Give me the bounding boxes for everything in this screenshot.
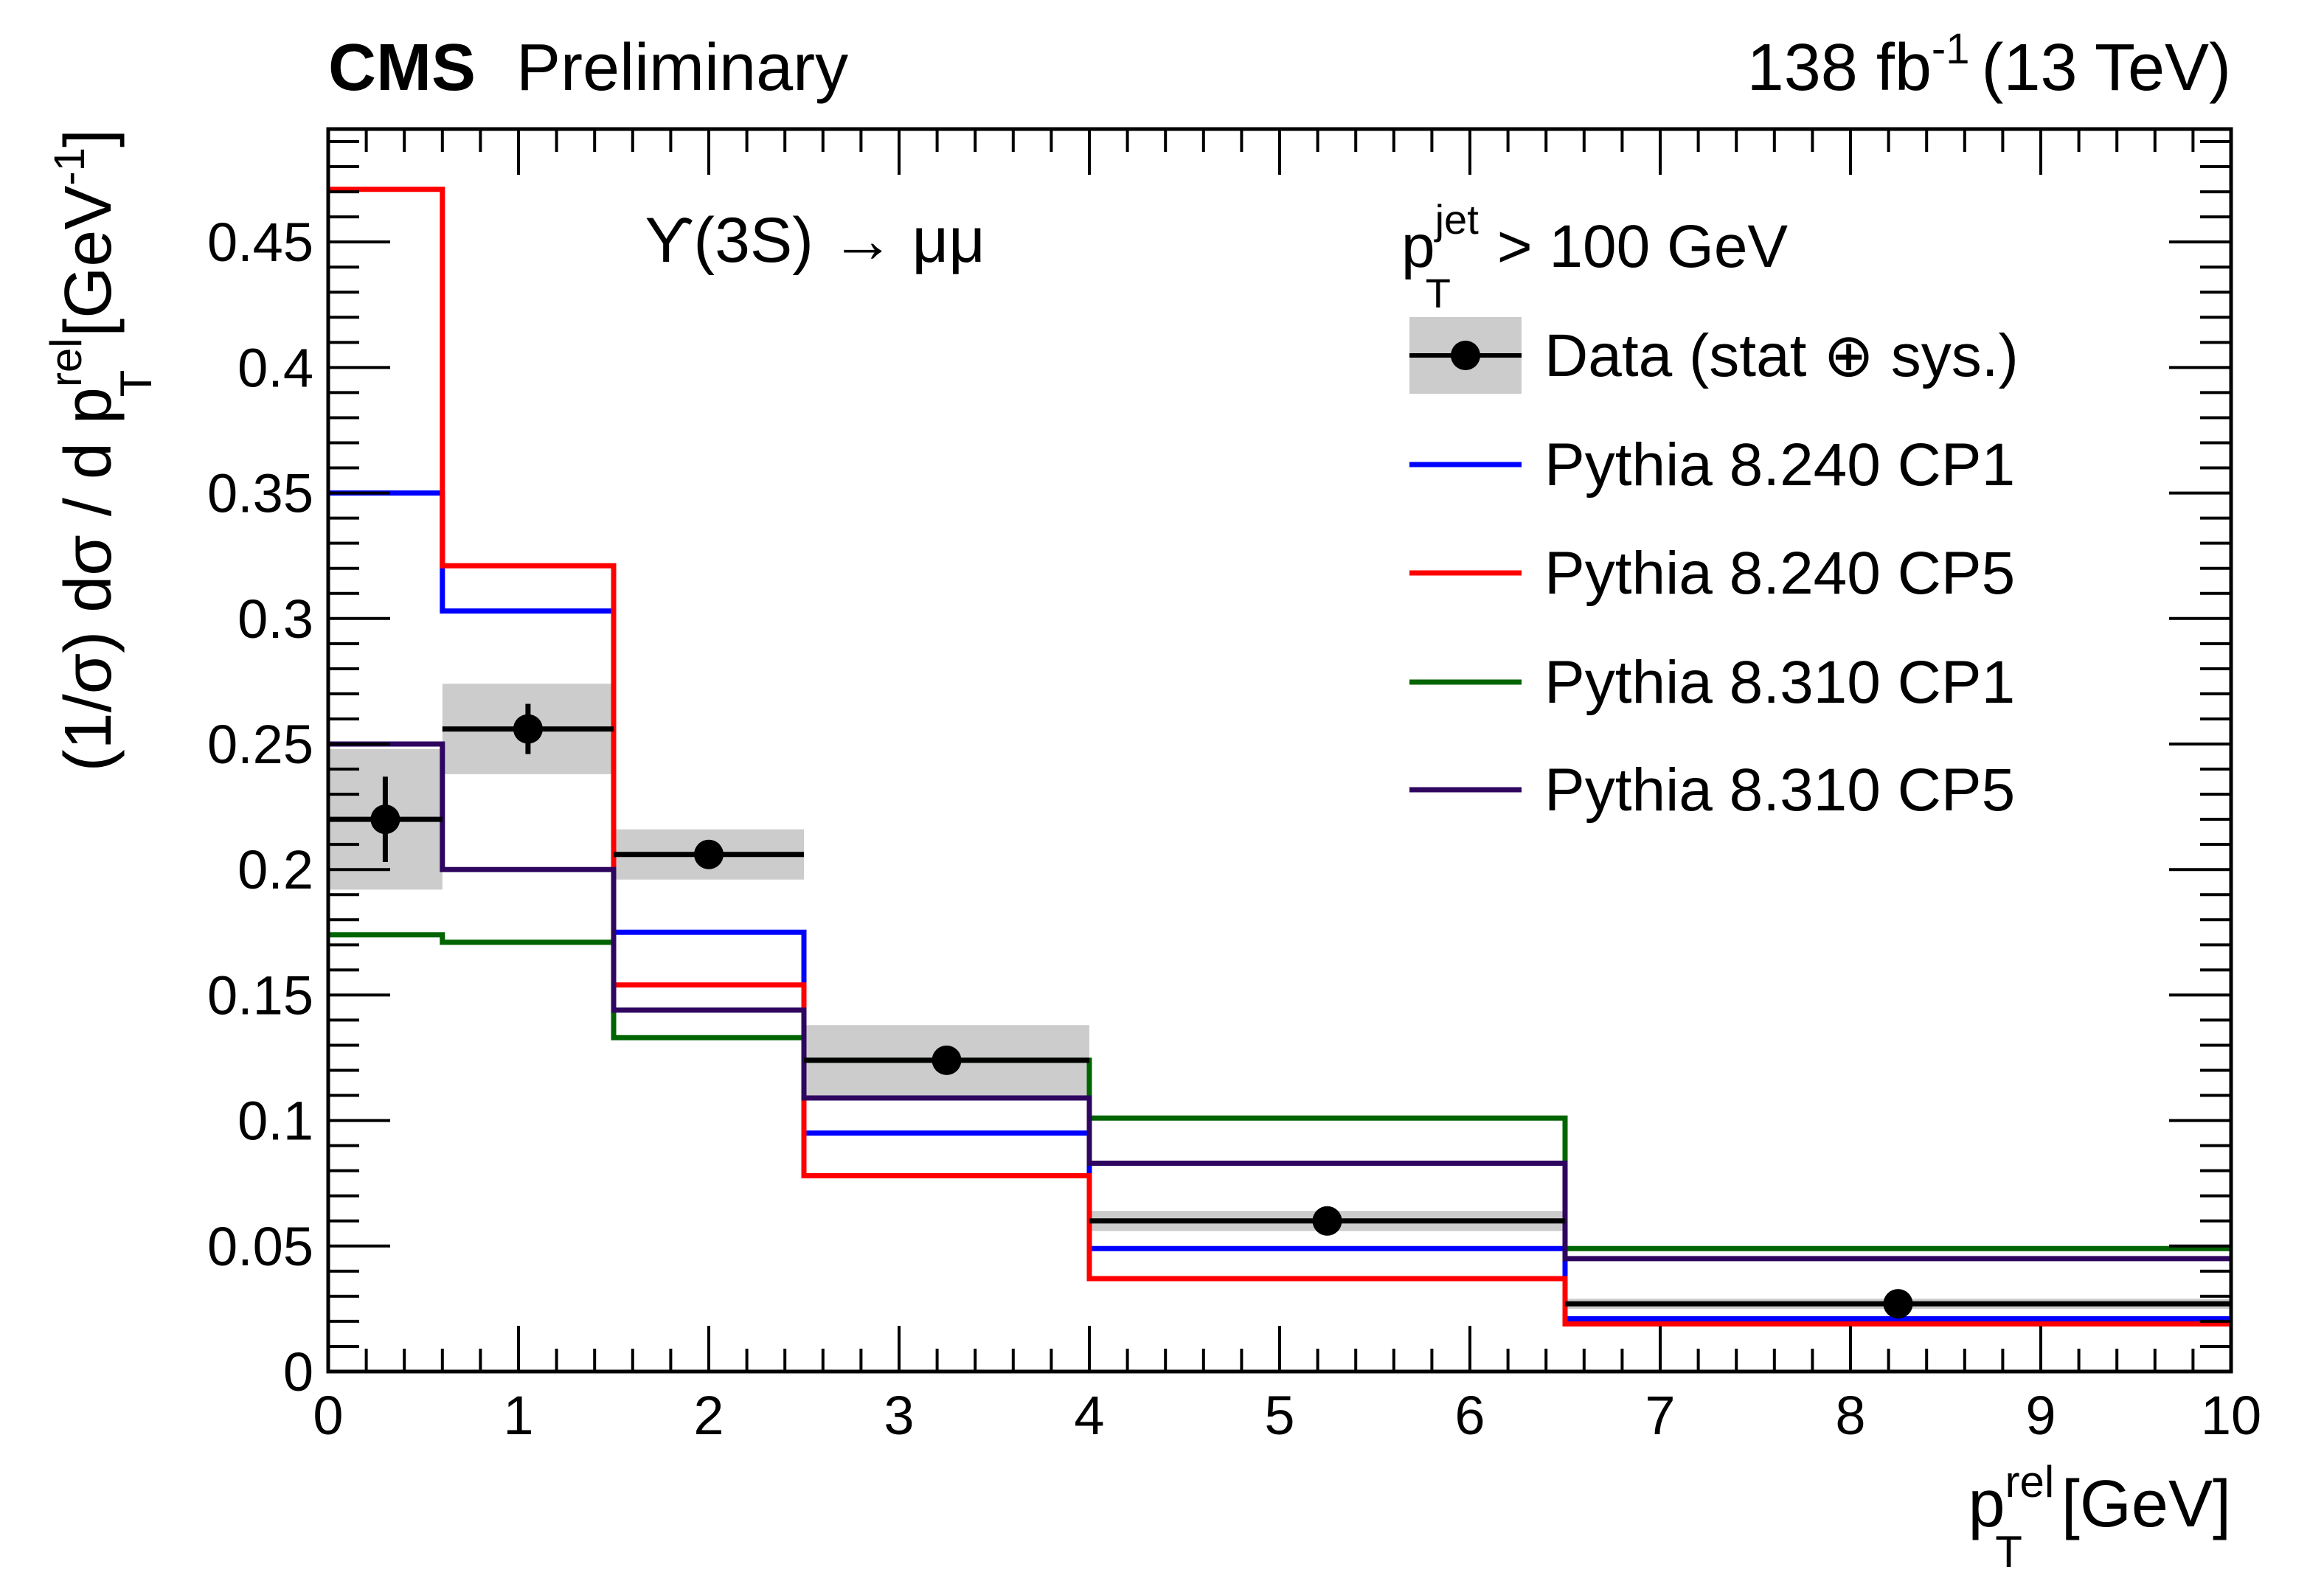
y-tick-label: 0.15 (207, 964, 313, 1026)
y-tick-label: 0.2 (237, 839, 313, 900)
legend-label: Pythia 8.240 CP5 (1544, 540, 2015, 607)
legend-label: Pythia 8.310 CP1 (1544, 649, 2015, 716)
data-point (1883, 1289, 1913, 1319)
histogram-pythia-8-310-cp5 (328, 741, 2231, 1262)
y-tick-label: 0.25 (207, 714, 313, 775)
y-tick-label: 0.05 (207, 1216, 313, 1277)
status-label: Preliminary (516, 31, 848, 105)
y-tick-label: 0.1 (237, 1091, 313, 1152)
x-tick-label: 3 (884, 1385, 914, 1446)
data-point (513, 714, 543, 744)
x-axis-label: prel T [GeV] (1968, 1457, 2231, 1577)
x-tick-label: 10 (2201, 1385, 2261, 1446)
mc-histograms (328, 187, 2231, 1327)
y-axis-label: (1/σ) dσ / d prel T [GeV-1] (41, 129, 161, 771)
legend-header: pjet T > 100 GeV (1401, 196, 1788, 316)
x-tick-label: 4 (1074, 1385, 1104, 1446)
x-tick-label: 2 (693, 1385, 724, 1446)
legend-label: Pythia 8.240 CP1 (1544, 431, 2015, 498)
data-points (328, 703, 2231, 1319)
legend-label: Pythia 8.310 CP5 (1544, 757, 2015, 824)
legend-marker (1451, 341, 1480, 370)
legend: pjet T > 100 GeV Data (stat ⊕ sys.) Pythi… (1401, 196, 2019, 824)
process-annotation: ϒ(3S) → μμ (645, 205, 985, 276)
legend-item: Pythia 8.240 CP1 (1409, 431, 2015, 498)
axis-ticks (327, 129, 2233, 1373)
x-tick-label: 8 (1835, 1385, 1865, 1446)
x-tick-label: 5 (1264, 1385, 1294, 1446)
x-tick-label: 0 (313, 1385, 343, 1446)
y-tick-label: 0.45 (207, 212, 313, 273)
legend-item: Pythia 8.310 CP1 (1409, 649, 2015, 716)
y-tick-label: 0.4 (237, 337, 313, 398)
y-tick-labels: 0 0.05 0.1 0.15 0.2 0.25 0.3 0.35 0.4 0.45 (207, 212, 313, 1403)
legend-item-data: Data (stat ⊕ sys.) (1409, 317, 2019, 394)
x-tick-label: 1 (503, 1385, 533, 1446)
data-point (1312, 1206, 1342, 1236)
y-tick-label: 0.3 (237, 588, 313, 650)
experiment-label: CMS (328, 31, 476, 105)
legend-item: Pythia 8.310 CP5 (1409, 757, 2015, 824)
legend-label: Data (stat ⊕ sys.) (1544, 322, 2019, 389)
data-point (694, 839, 724, 869)
x-tick-labels: 0 1 2 3 4 5 6 7 8 9 10 (313, 1385, 2261, 1446)
svg-text:CMS Preliminary: CMS Preliminary (328, 31, 848, 105)
x-tick-label: 7 (1645, 1385, 1675, 1446)
x-tick-label: 9 (2025, 1385, 2056, 1446)
lumi-label: 138 fb-1 (13 TeV) (1747, 25, 2231, 105)
y-tick-label: 0.35 (207, 463, 313, 524)
legend-item: Pythia 8.240 CP5 (1409, 540, 2015, 607)
y-tick-label: 0 (283, 1341, 313, 1403)
data-point (370, 804, 400, 835)
x-tick-label: 6 (1454, 1385, 1485, 1446)
data-point (932, 1045, 962, 1075)
